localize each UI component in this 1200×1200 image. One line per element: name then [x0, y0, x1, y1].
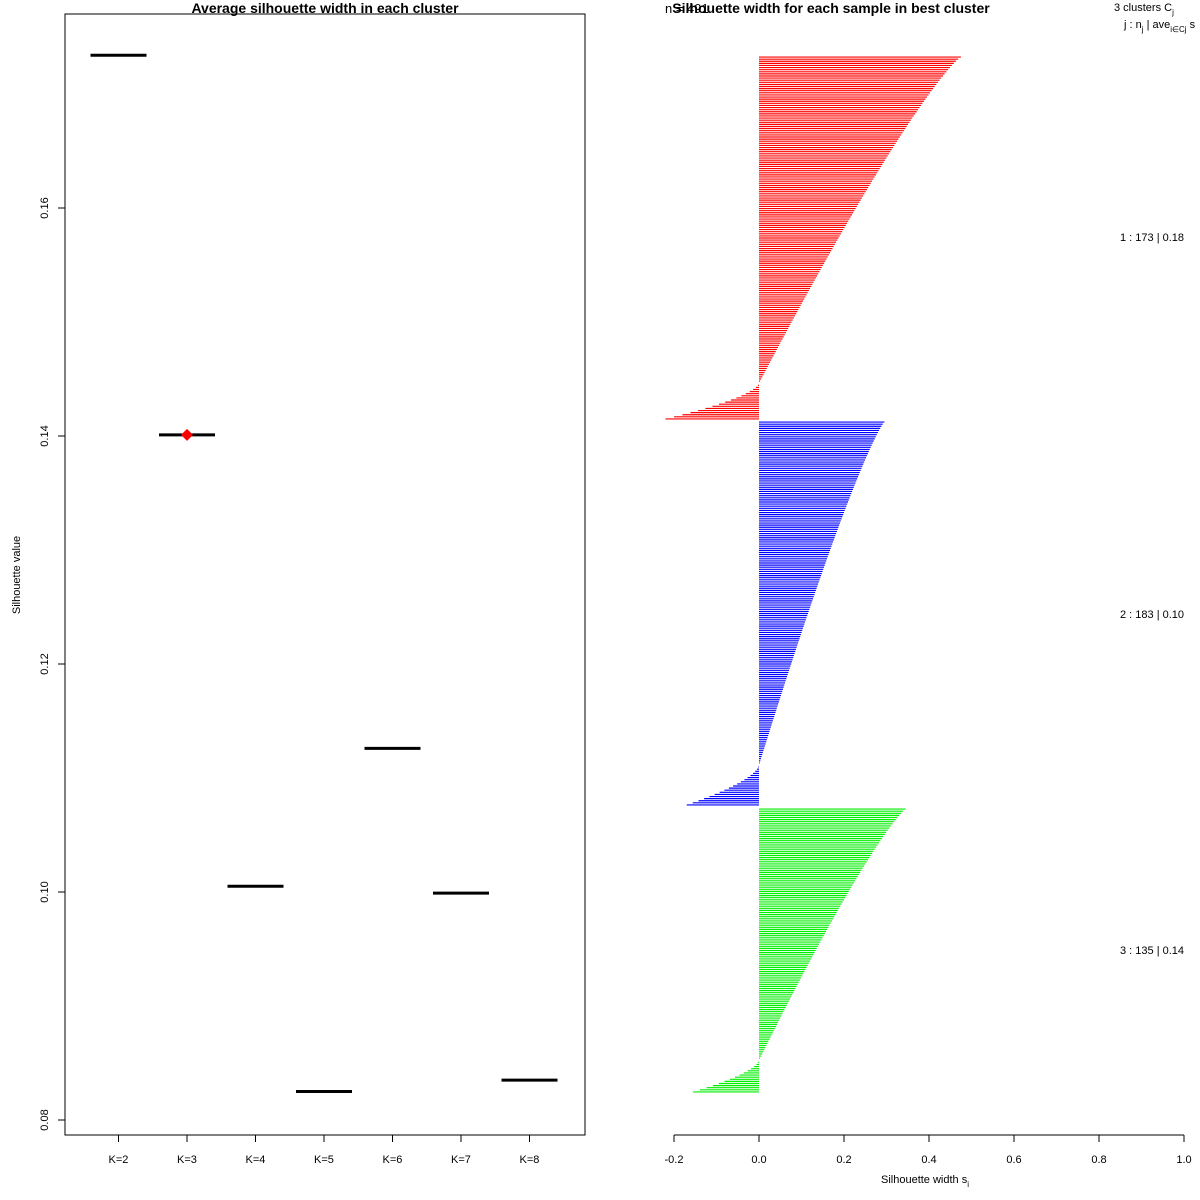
left-y-axis-label: Silhouette value — [11, 536, 23, 614]
cluster-label-1: 1 : 173 | 0.18 — [1120, 232, 1184, 244]
right-chart-title: Silhouette width for each sample in best… — [672, 0, 990, 16]
cluster-header-line2-end: s — [1187, 19, 1196, 31]
left-x-tick-label: K=3 — [177, 1154, 197, 1166]
silhouette-bars — [665, 56, 961, 1093]
cluster-labels: 1 : 173 | 0.18 2 : 183 | 0.10 3 : 135 | 0.… — [1120, 232, 1184, 957]
right-x-tick-label: -0.2 — [665, 1154, 684, 1166]
left-x-tick-label: K=8 — [520, 1154, 540, 1166]
right-x-axis: -0.2 0.0 0.2 0.4 0.6 0.8 1.0 — [665, 1134, 1192, 1166]
left-y-axis: 0.08 0.10 0.12 0.14 0.16 — [39, 197, 66, 1131]
right-x-tick-label: 1.0 — [1176, 1154, 1191, 1166]
cluster-header-line1-text: 3 clusters C — [1114, 2, 1172, 14]
right-x-axis-label-text: Silhouette width s — [881, 1174, 968, 1186]
right-x-tick-label: 0.2 — [836, 1154, 851, 1166]
cluster-label-2: 2 : 183 | 0.10 — [1120, 609, 1184, 621]
cluster-label-3: 3 : 135 | 0.14 — [1120, 945, 1184, 957]
left-chart-title: Average silhouette width in each cluster — [191, 0, 459, 16]
right-chart: n = 491 Silhouette width for each sample… — [665, 0, 1196, 1189]
left-plot-frame — [64, 13, 586, 1136]
cluster-header-line1-sub: j — [1171, 8, 1174, 17]
left-series — [90, 53, 558, 1093]
left-y-tick-label: 0.12 — [39, 653, 51, 674]
left-chart: Average silhouette width in each cluster… — [11, 0, 586, 1166]
right-x-tick-label: 0.4 — [921, 1154, 936, 1166]
cluster-header-line2-mid: | ave — [1144, 19, 1171, 31]
right-x-axis-label-sub: i — [967, 1180, 969, 1189]
left-y-tick-label: 0.10 — [39, 881, 51, 902]
left-x-tick-label: K=4 — [246, 1154, 266, 1166]
left-y-tick-label: 0.08 — [39, 1109, 51, 1130]
cluster-header-line2-text: j : n — [1123, 19, 1142, 31]
cluster-header-line2-sub2: i∈Cj — [1170, 25, 1187, 34]
left-x-tick-label: K=7 — [451, 1154, 471, 1166]
left-x-tick-label: K=6 — [383, 1154, 403, 1166]
right-x-tick-label: 0.0 — [751, 1154, 766, 1166]
best-k-marker — [181, 428, 193, 441]
left-y-tick-label: 0.16 — [39, 197, 51, 218]
left-x-tick-label: K=2 — [109, 1154, 129, 1166]
cluster-header-line1: 3 clusters Cj — [1114, 2, 1174, 17]
right-x-tick-label: 0.8 — [1091, 1154, 1106, 1166]
cluster-header-line2-sub: j — [1141, 25, 1144, 34]
left-y-tick-label: 0.14 — [39, 425, 51, 446]
cluster-header-line2: j : nj | avei∈Cj s — [1123, 19, 1196, 34]
left-x-tick-label: K=5 — [314, 1154, 334, 1166]
right-chart-overlap-title: n = 491 — [665, 1, 709, 16]
right-x-tick-label: 0.6 — [1006, 1154, 1021, 1166]
right-x-axis-label: Silhouette width si — [881, 1174, 969, 1189]
left-x-axis: K=2 K=3 K=4 K=5 K=6 K=7 K=8 — [109, 1134, 540, 1166]
